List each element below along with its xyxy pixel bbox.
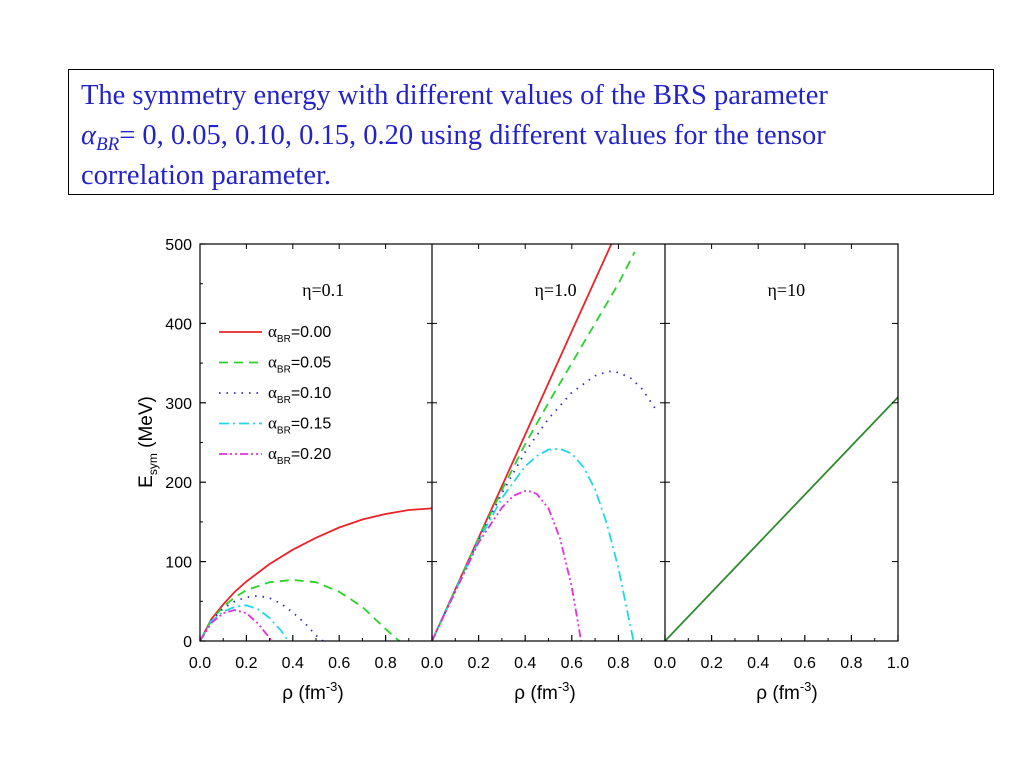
x-axis-label-exponent: -3 bbox=[326, 679, 338, 694]
legend-value: =0.05 bbox=[291, 355, 332, 372]
x-axis-label-base: ρ (fm bbox=[514, 683, 558, 704]
x-axis-label-close: ) bbox=[569, 683, 575, 704]
panel-3-series-group bbox=[665, 396, 898, 641]
y-tick-label: 300 bbox=[165, 396, 192, 413]
caption-line-3: correlation parameter. bbox=[81, 160, 332, 191]
plot-frame bbox=[199, 243, 899, 642]
x-tick-label: 0.8 bbox=[840, 655, 862, 672]
x-tick-label: 0.4 bbox=[514, 655, 536, 672]
legend-alpha: α bbox=[268, 353, 277, 372]
x-axis-label-panel-1: ρ (fm-3) bbox=[282, 679, 343, 704]
y-tick-label: 100 bbox=[165, 555, 192, 572]
legend-label-5: αBR=0.20 bbox=[268, 444, 331, 467]
y-axis-label-unit: (MeV) bbox=[136, 396, 157, 453]
legend-subscript: BR bbox=[277, 395, 291, 406]
caption-box: The symmetry energy with different value… bbox=[68, 69, 994, 195]
y-axis-label-subscript: sym bbox=[146, 453, 160, 475]
x-tick-label: 0.6 bbox=[794, 655, 816, 672]
panel-2-series-2-line bbox=[432, 251, 636, 641]
legend-value: =0.15 bbox=[291, 416, 332, 433]
x-axis-label-base: ρ (fm bbox=[282, 683, 326, 704]
x-tick-label: 0.4 bbox=[282, 655, 304, 672]
x-tick-label: 0.2 bbox=[235, 655, 257, 672]
axes-layer: η=0.1 η=1.0 η=10 0 100 200 300 400 500 0.0 0.2 0.4 0… bbox=[136, 237, 909, 704]
panel-1-series-2-line bbox=[200, 579, 401, 641]
caption-line-2: = 0, 0.05, 0.10, 0.15, 0.20 using differ… bbox=[119, 120, 826, 151]
x-axis-label-close: ) bbox=[337, 683, 343, 704]
x-tick-label: 0.2 bbox=[700, 655, 722, 672]
legend-alpha: α bbox=[268, 414, 277, 433]
legend-subscript: BR bbox=[277, 334, 291, 345]
x-tick-label: 0.0 bbox=[421, 655, 443, 672]
legend-value: =0.20 bbox=[291, 446, 332, 463]
x-axis-label-base: ρ (fm bbox=[756, 683, 800, 704]
panel-2-label: η=1.0 bbox=[535, 280, 577, 300]
legend-alpha: α bbox=[268, 322, 277, 341]
x-tick-label: 0.2 bbox=[467, 655, 489, 672]
panel-2-series-4-line bbox=[432, 447, 635, 641]
y-tick-label: 0 bbox=[183, 634, 192, 651]
y-axis-label: Esym (MeV) bbox=[136, 396, 160, 488]
y-tick-label: 200 bbox=[165, 475, 192, 492]
legend-subscript: BR bbox=[277, 365, 291, 376]
panel-1-series-group bbox=[200, 507, 432, 641]
panel-2-series-3-line bbox=[432, 370, 657, 641]
legend-alpha: α bbox=[268, 444, 277, 463]
caption-line-1: The symmetry energy with different value… bbox=[81, 80, 828, 111]
panel-2-series-group bbox=[432, 244, 657, 641]
y-tick-label: 500 bbox=[165, 237, 192, 254]
x-tick-label: 0.6 bbox=[328, 655, 350, 672]
x-axis-label-exponent: -3 bbox=[800, 679, 812, 694]
y-axis-label-base: E bbox=[136, 475, 157, 488]
caption-alpha-symbol: α bbox=[81, 120, 96, 151]
legend-label-3: αBR=0.10 bbox=[268, 383, 331, 406]
x-tick-label: 0.8 bbox=[607, 655, 629, 672]
legend-value: =0.00 bbox=[291, 324, 332, 341]
x-axis-label-exponent: -3 bbox=[558, 679, 570, 694]
x-tick-label: 1.0 bbox=[887, 655, 909, 672]
legend-alpha: α bbox=[268, 383, 277, 402]
x-tick-label: 0.8 bbox=[374, 655, 396, 672]
panel-1-label: η=0.1 bbox=[302, 280, 344, 300]
legend-subscript: BR bbox=[277, 456, 291, 467]
panel-3-series-1-line bbox=[665, 396, 898, 641]
plot-layer bbox=[200, 244, 898, 641]
panel-3-label: η=10 bbox=[768, 280, 806, 300]
y-tick-label: 400 bbox=[165, 316, 192, 333]
panel-1-series-4-line bbox=[200, 604, 289, 641]
panel-1-series-5-line bbox=[200, 609, 273, 641]
legend-label-4: αBR=0.15 bbox=[268, 414, 331, 437]
panel-1-series-1-line bbox=[200, 507, 432, 641]
legend-subscript: BR bbox=[277, 426, 291, 437]
x-axis-label-panel-3: ρ (fm-3) bbox=[756, 679, 817, 704]
x-tick-label: 0.0 bbox=[189, 655, 211, 672]
x-tick-label: 0.4 bbox=[747, 655, 769, 672]
legend-label-1: αBR=0.00 bbox=[268, 322, 331, 345]
x-axis-label-panel-2: ρ (fm-3) bbox=[514, 679, 575, 704]
panel-2-series-5-line bbox=[432, 489, 582, 641]
legend-label-2: αBR=0.05 bbox=[268, 353, 331, 376]
panel-1-series-3-line bbox=[200, 594, 324, 641]
legend-value: =0.10 bbox=[291, 385, 332, 402]
x-tick-label: 0.0 bbox=[654, 655, 676, 672]
x-axis-label-close: ) bbox=[811, 683, 817, 704]
caption-alpha-subscript: BR bbox=[95, 134, 120, 155]
x-tick-label: 0.6 bbox=[561, 655, 583, 672]
